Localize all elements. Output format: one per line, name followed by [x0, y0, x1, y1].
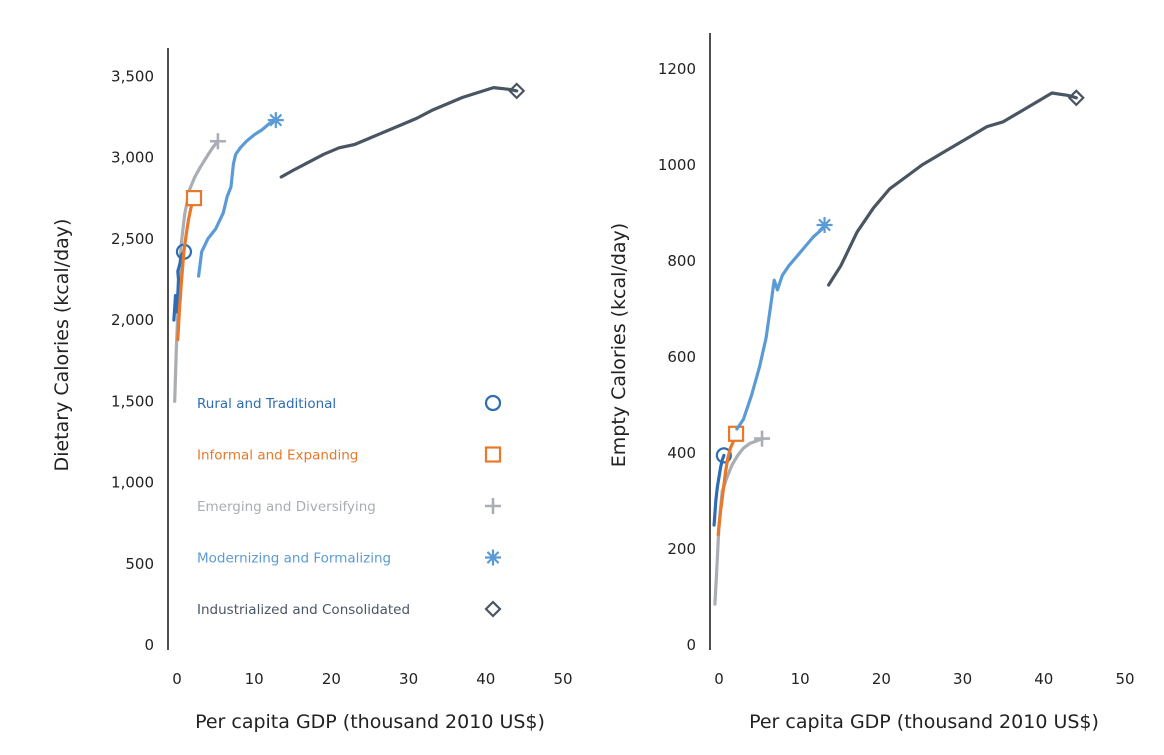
y-tick-label: 0 [686, 636, 696, 654]
x-tick-label: 10 [791, 670, 810, 688]
y-tick-label: 200 [667, 540, 696, 558]
series-end-marker-modernizing [267, 112, 284, 129]
x-tick-label: 40 [476, 670, 495, 688]
y-axis-label: Empty Calories (kcal/day) [608, 223, 630, 467]
x-tick-label: 30 [953, 670, 972, 688]
x-axis-label: Per capita GDP (thousand 2010 US$) [195, 711, 545, 733]
y-axis-label: Dietary Calories (kcal/day) [51, 219, 73, 472]
series-end-marker-emerging [754, 430, 771, 447]
y-tick-label: 600 [667, 348, 696, 366]
x-axis-label: Per capita GDP (thousand 2010 US$) [749, 711, 1099, 733]
x-tick-label: 0 [172, 670, 182, 688]
legend-marker-rural [484, 394, 502, 412]
legend-marker-modernizing [485, 549, 501, 566]
y-tick-label: 3,000 [111, 149, 154, 167]
legend-marker-industrialized [484, 600, 502, 618]
y-tick-label: 2,500 [111, 230, 154, 248]
left-panel: 0 500 1,000 1,500 2,000 2,500 3,000 3,500 0 10 20 3… [51, 48, 573, 733]
series-line-modernizing [197, 118, 278, 278]
right-panel: 0 200 400 600 800 1000 1200 0 10 20 30 40 50 Per capi… [608, 33, 1135, 733]
x-tick-label: 30 [399, 670, 418, 688]
x-tick-label: 20 [872, 670, 891, 688]
series-end-marker-rural [715, 447, 732, 464]
series-line-modernizing [735, 223, 827, 431]
legend-label-rural: Rural and Traditional [197, 396, 336, 412]
legend-marker-informal [484, 446, 502, 463]
y-tick-label: 1,000 [111, 474, 154, 492]
x-tick-label: 10 [245, 670, 264, 688]
x-tick-label: 50 [553, 670, 572, 688]
y-tick-label: 400 [667, 444, 696, 462]
legend-label-industrialized: Industrialized and Consolidated [197, 602, 410, 618]
series-line-industrialized [279, 85, 519, 179]
y-tick-label: 1000 [658, 156, 696, 174]
y-tick-label: 1200 [658, 60, 696, 78]
series-end-marker-industrialized [508, 82, 526, 100]
y-tick-label: 3,500 [111, 67, 154, 85]
y-tick-label: 2,000 [111, 311, 154, 329]
y-tick-label: 800 [667, 252, 696, 270]
series-end-marker-informal [185, 190, 203, 207]
y-tick-label: 0 [144, 636, 154, 654]
x-tick-label: 0 [714, 670, 724, 688]
legend-label-informal: Informal and Expanding [197, 448, 358, 464]
legend: Rural and Traditional Informal and Expand… [197, 394, 502, 618]
series-line-emerging [713, 437, 764, 606]
y-tick-label: 500 [125, 555, 154, 573]
x-tick-label: 20 [322, 670, 341, 688]
x-tick-label: 50 [1115, 670, 1134, 688]
series-end-marker-industrialized [1067, 89, 1085, 107]
y-tick-label: 1,500 [111, 392, 154, 410]
series-line-rural [712, 453, 726, 527]
legend-label-modernizing: Modernizing and Formalizing [197, 551, 391, 567]
series-line-informal [176, 196, 196, 342]
legend-label-emerging: Emerging and Diversifying [197, 499, 376, 515]
x-tick-label: 40 [1034, 670, 1053, 688]
series-line-rural [172, 250, 186, 322]
series-line-industrialized [826, 91, 1078, 287]
series-end-marker-informal [727, 425, 745, 442]
series-line-informal [716, 432, 738, 537]
series-end-marker-emerging [209, 133, 226, 150]
legend-marker-emerging [485, 498, 501, 514]
series-end-marker-modernizing [816, 217, 833, 233]
